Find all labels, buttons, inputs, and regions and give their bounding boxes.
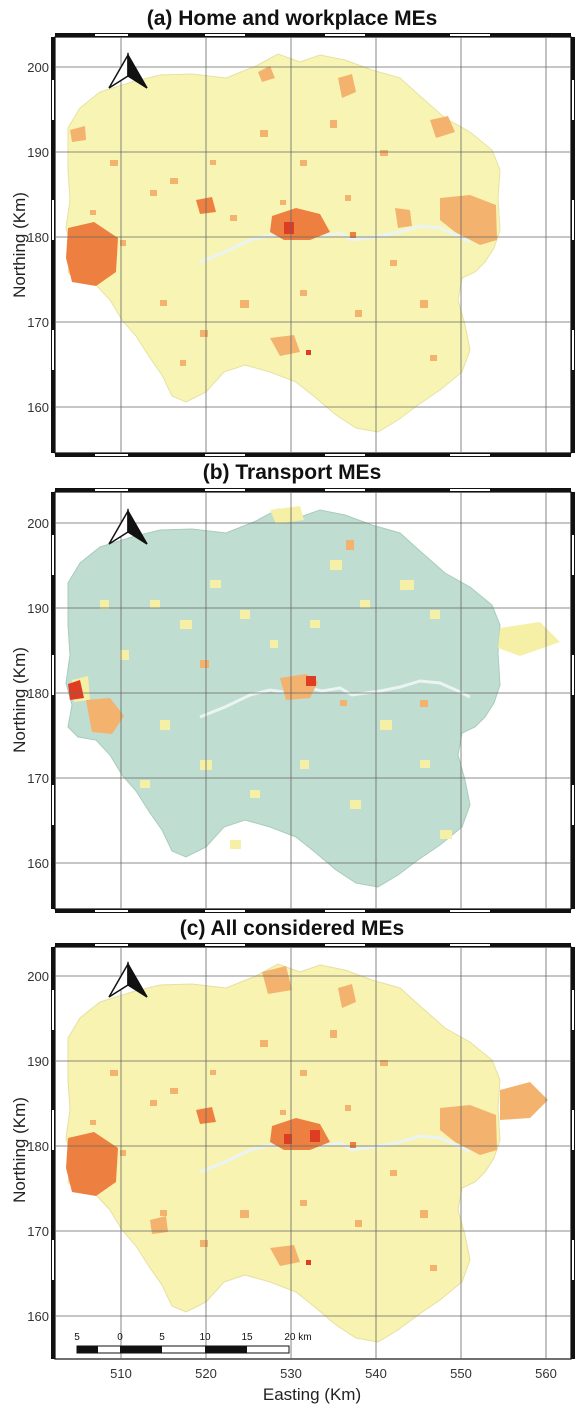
svg-text:160: 160	[27, 1309, 49, 1324]
panel-a-river	[199, 224, 471, 264]
svg-text:10: 10	[199, 1332, 211, 1343]
x-axis: 510 520 530 540 550 560 Easting (Km)	[110, 1366, 557, 1404]
panel-a-london-region	[65, 53, 501, 433]
panel-a-yticks: 200 190 180 170 160	[27, 60, 49, 415]
x-ticks: 510 520 530 540 550 560	[110, 1366, 557, 1381]
panel-b-frame-ticks	[51, 488, 575, 913]
panel-c-grid	[55, 947, 571, 1359]
svg-text:180: 180	[27, 686, 49, 701]
svg-text:180: 180	[27, 230, 49, 245]
svg-text:5: 5	[74, 1332, 80, 1343]
panel-a-frame-ticks	[51, 33, 575, 457]
svg-text:180: 180	[27, 1139, 49, 1154]
svg-text:170: 170	[27, 315, 49, 330]
panel-a-ylabel: Northing (Km)	[10, 192, 29, 298]
svg-text:170: 170	[27, 771, 49, 786]
svg-text:520: 520	[195, 1366, 217, 1381]
panel-c-london-region	[65, 963, 501, 1343]
svg-text:190: 190	[27, 1054, 49, 1069]
svg-text:160: 160	[27, 856, 49, 871]
panel-b: (b) Transport MEs Northing (Km)	[10, 461, 575, 913]
panel-c-title: (c) All considered MEs	[180, 917, 404, 940]
panel-c-hotspots	[66, 966, 548, 1271]
panel-c-yticks: 200 190 180 170 160	[27, 969, 49, 1324]
panel-b-title: (b) Transport MEs	[203, 461, 382, 484]
svg-text:530: 530	[280, 1366, 302, 1381]
svg-text:200: 200	[27, 969, 49, 984]
svg-text:540: 540	[365, 1366, 387, 1381]
svg-text:200: 200	[27, 516, 49, 531]
svg-text:20 km: 20 km	[284, 1332, 311, 1343]
panel-c: (c) All considered MEs Northing (Km)	[10, 917, 575, 1404]
svg-text:160: 160	[27, 400, 49, 415]
panel-a-title: (a) Home and workplace MEs	[147, 7, 438, 30]
svg-text:560: 560	[535, 1366, 557, 1381]
panel-b-river	[199, 679, 471, 719]
north-arrow-icon	[108, 961, 148, 998]
panel-c-river	[199, 1134, 471, 1174]
svg-text:190: 190	[27, 145, 49, 160]
panel-a: (a) Home and workplace MEs Northing (Km)	[10, 7, 575, 457]
panel-b-grid	[55, 492, 571, 909]
panel-a-grid	[55, 37, 571, 453]
north-arrow-icon	[108, 52, 148, 89]
svg-text:190: 190	[27, 601, 49, 616]
svg-text:0: 0	[117, 1332, 123, 1343]
svg-text:200: 200	[27, 60, 49, 75]
panel-b-yticks: 200 190 180 170 160	[27, 516, 49, 871]
scale-bar: 5 0 5 10 15 20 km	[74, 1332, 312, 1354]
svg-text:550: 550	[450, 1366, 472, 1381]
svg-text:170: 170	[27, 1224, 49, 1239]
north-arrow-icon	[108, 508, 148, 545]
panel-c-frame-ticks	[51, 943, 575, 1359]
panel-c-ylabel: Northing (Km)	[10, 1097, 29, 1203]
panel-b-ylabel: Northing (Km)	[10, 647, 29, 753]
svg-text:5: 5	[159, 1332, 165, 1343]
panel-a-hotspots	[66, 66, 497, 366]
svg-text:15: 15	[241, 1332, 253, 1343]
panel-b-hotspots	[68, 506, 560, 849]
x-axis-label: Easting (Km)	[263, 1385, 361, 1404]
svg-text:510: 510	[110, 1366, 132, 1381]
